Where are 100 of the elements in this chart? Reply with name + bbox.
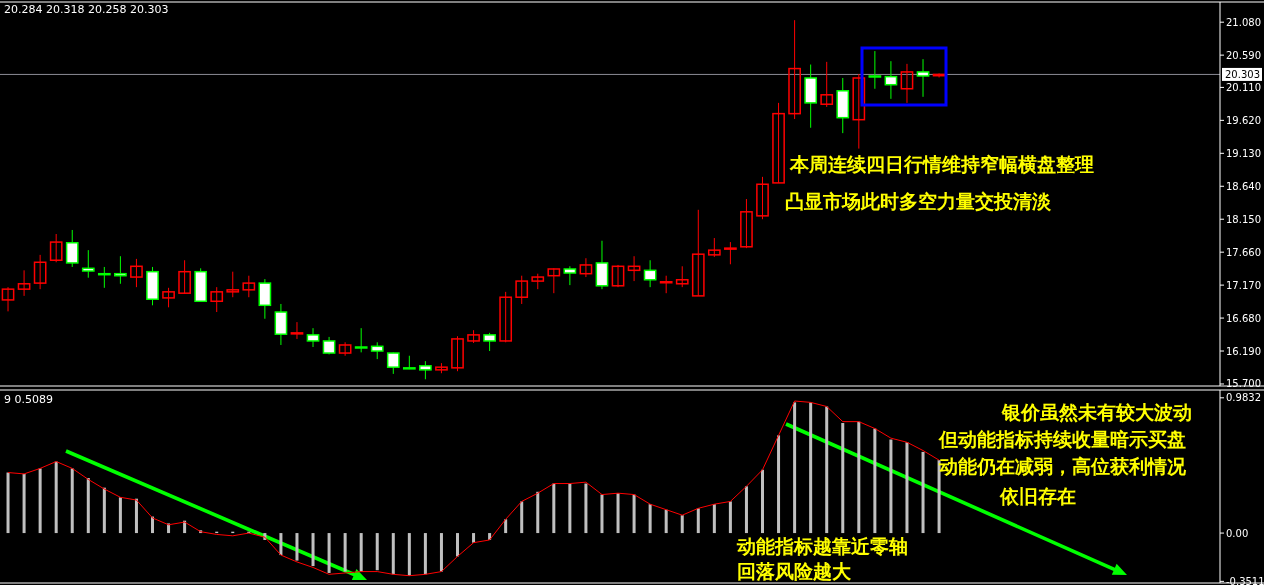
bar (504, 519, 508, 534)
candlestick (258, 278, 272, 320)
candlestick (788, 19, 801, 120)
candlestick (932, 72, 946, 78)
bar (520, 501, 524, 534)
candlestick (916, 58, 930, 98)
candlestick (114, 255, 127, 285)
candlestick (515, 275, 529, 305)
bar (712, 504, 716, 534)
bar (102, 487, 106, 534)
bar (809, 402, 813, 534)
bar (327, 533, 331, 573)
bar (680, 515, 684, 534)
candlestick (900, 63, 914, 104)
bar (600, 494, 604, 534)
candlestick (17, 269, 31, 297)
bar (696, 508, 700, 534)
candlestick (740, 198, 753, 249)
annotation: 依旧存在 (999, 485, 1076, 507)
candlestick (33, 254, 47, 290)
bar (38, 468, 42, 534)
candlestick (611, 264, 625, 288)
y-tick-label: 20.110 (1226, 81, 1261, 93)
candlestick (338, 341, 352, 357)
bar (343, 533, 347, 572)
candlestick (724, 241, 737, 265)
bar (6, 472, 10, 534)
bar (391, 533, 395, 575)
y-tick-label: 0.00 (1226, 527, 1249, 539)
bar (134, 498, 138, 534)
y-tick-label: 16.190 (1226, 345, 1261, 357)
candlestick (1, 286, 15, 312)
candlestick (563, 265, 577, 286)
bar (279, 533, 283, 556)
candlestick (675, 265, 689, 288)
candlestick (306, 327, 320, 348)
candlestick (451, 335, 464, 372)
bar (552, 483, 556, 534)
y-tick-label: 17.660 (1226, 246, 1261, 258)
bar (472, 533, 476, 543)
candlestick (691, 209, 705, 297)
candlestick (210, 286, 224, 313)
bar (118, 497, 122, 534)
candlestick (242, 275, 256, 298)
candlestick (884, 60, 898, 100)
bar (921, 451, 925, 534)
ref-line-label: 20.303 (1225, 68, 1260, 80)
candlestick (852, 73, 866, 150)
candlestick (162, 287, 175, 308)
annotation: 9 0.5089 (4, 393, 53, 406)
candlestick (97, 266, 111, 289)
y-tick-label: 17.170 (1226, 279, 1261, 291)
y-tick-label: 15.700 (1226, 378, 1261, 390)
bar (86, 478, 90, 534)
bar (664, 509, 668, 534)
y-tick-label: 0.9832 (1226, 392, 1261, 404)
bar (825, 406, 829, 534)
annotation: 银价虽然未有较大波动 (1001, 401, 1192, 423)
candlestick (419, 360, 432, 380)
y-tick-label: 18.150 (1226, 213, 1261, 225)
candlestick (178, 259, 191, 295)
bar (568, 483, 572, 534)
annotation: 本周连续四日行情维持窄幅横盘整理 (789, 153, 1094, 175)
bar (439, 533, 443, 572)
y-tick-label: 20.590 (1226, 49, 1261, 61)
bar (70, 468, 74, 534)
y-tick-label: 18.640 (1226, 180, 1261, 192)
candlestick (643, 259, 657, 288)
candlestick (756, 176, 769, 220)
y-tick-label: 19.130 (1226, 147, 1261, 159)
candlestick (49, 233, 63, 263)
bar (857, 421, 861, 534)
bar (456, 533, 459, 557)
candlestick (499, 291, 513, 343)
y-tick-label: 19.620 (1226, 114, 1261, 126)
candlestick (579, 257, 593, 278)
annotation: 但动能指标持续收量暗示买盘 (938, 428, 1186, 450)
bar (777, 435, 781, 534)
candlestick (547, 267, 561, 294)
bar (536, 491, 540, 534)
bar (375, 533, 379, 571)
bar (632, 494, 636, 534)
bar (793, 402, 797, 534)
bar (295, 533, 299, 561)
bar (407, 533, 411, 576)
candlestick (772, 102, 785, 184)
candlestick (595, 240, 609, 290)
bar (423, 533, 427, 575)
candlestick (627, 255, 641, 282)
candlestick (290, 321, 304, 340)
annotation: 凸显市场此时多空力量交投清淡 (785, 190, 1052, 212)
candlestick (820, 61, 834, 108)
bar (584, 483, 588, 534)
bar (359, 533, 363, 572)
candlestick (274, 303, 288, 346)
candlestick (868, 50, 882, 90)
y-tick-label: 21.080 (1226, 16, 1261, 28)
y-tick-label: 16.680 (1226, 312, 1261, 324)
candlestick (483, 332, 496, 352)
candlestick (81, 249, 95, 279)
